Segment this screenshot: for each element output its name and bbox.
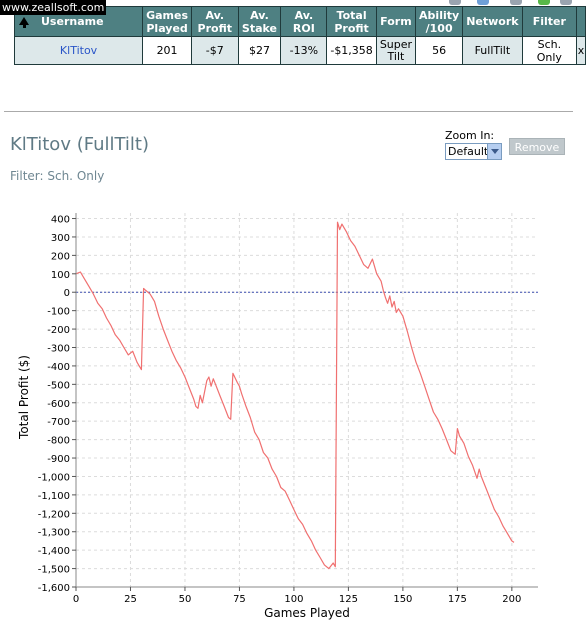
x-tick-label: 75 xyxy=(233,594,246,605)
y-tick-label: -100 xyxy=(47,307,70,318)
header-form[interactable]: Form xyxy=(375,6,417,37)
chart-grid xyxy=(75,213,538,588)
cell-games-played: 201 xyxy=(142,36,193,65)
toolbar-icons xyxy=(0,0,586,6)
y-tick-label: -1,200 xyxy=(38,509,70,520)
x-tick-label: 100 xyxy=(284,594,303,605)
cell-av-stake: $27 xyxy=(237,36,282,65)
cell-ability: 56 xyxy=(415,36,464,65)
series-line xyxy=(75,221,515,570)
zoom-select-value: Default xyxy=(448,145,489,158)
x-axis-label: Games Played xyxy=(264,606,350,620)
x-tick-label: 150 xyxy=(393,594,412,605)
sort-arrow-icon[interactable] xyxy=(19,17,29,28)
remove-row-link[interactable]: x xyxy=(576,36,586,65)
zoom-select[interactable]: Default xyxy=(445,143,502,160)
cell-av-profit: -$7 xyxy=(191,36,239,65)
y-tick-label: -1,500 xyxy=(38,565,70,576)
y-tick-label: -700 xyxy=(47,417,70,428)
y-tick-label: -1,400 xyxy=(38,546,70,557)
stats-table: Username Games Played Av. Profit Av. Stake … xyxy=(13,6,586,65)
y-tick-label: -600 xyxy=(47,399,70,410)
x-tick-label: 0 xyxy=(73,594,79,605)
y-tick-label: -1,600 xyxy=(38,583,70,594)
series-layer xyxy=(75,221,515,570)
y-tick-label: -400 xyxy=(47,362,70,373)
chevron-down-icon[interactable] xyxy=(487,144,501,159)
toolbar-icon[interactable] xyxy=(477,0,489,5)
y-tick-label: -500 xyxy=(47,380,70,391)
header-total-profit[interactable]: Total Profit xyxy=(326,6,377,37)
page-title: KlTitov (FullTilt) xyxy=(10,134,150,155)
x-tick-label: 200 xyxy=(502,594,521,605)
x-tick-label: 125 xyxy=(339,594,358,605)
zoom-label: Zoom In: xyxy=(445,129,495,142)
y-tick-label: 300 xyxy=(51,233,70,244)
header-ability[interactable]: Ability/100 xyxy=(415,6,464,37)
y-tick-label: 0 xyxy=(64,288,70,299)
remove-button[interactable]: Remove xyxy=(509,138,565,155)
profit-chart: 400 300 200 100 0 -100 -200 -300 -400 -500 -600 -70… xyxy=(17,213,538,620)
header-av-stake[interactable]: Av. Stake xyxy=(237,6,282,37)
y-tick-label: -900 xyxy=(47,454,70,465)
username-link[interactable]: KlTitov xyxy=(59,44,98,57)
y-tick-label: -800 xyxy=(47,436,70,447)
y-tick-label: -200 xyxy=(47,325,70,336)
cell-username[interactable]: KlTitov xyxy=(13,36,144,65)
x-tick-label: 25 xyxy=(124,594,137,605)
y-axis-label: Total Profit ($) xyxy=(17,355,31,440)
header-remove xyxy=(576,6,586,37)
table-header-row: Username Games Played Av. Profit Av. Stake … xyxy=(13,6,586,37)
cell-av-roi: -13% xyxy=(280,36,328,65)
table-row: KlTitov 201 -$7 $27 -13% -$1,358 Super Ti… xyxy=(13,36,586,65)
header-av-roi[interactable]: Av. ROI xyxy=(280,6,328,37)
y-tick-label: 400 xyxy=(51,215,70,226)
toolbar-icon[interactable] xyxy=(449,0,461,5)
divider xyxy=(4,111,573,112)
y-tick-label: -1,300 xyxy=(38,528,70,539)
y-tick-label: 100 xyxy=(51,270,70,281)
cell-form[interactable]: Super Tilt xyxy=(375,36,417,65)
cell-total-profit: -$1,358 xyxy=(326,36,377,65)
y-tick-label: -300 xyxy=(47,343,70,354)
header-filter[interactable]: Filter xyxy=(521,6,578,37)
watermark: www.zeallsoft.com xyxy=(0,0,107,15)
cell-filter: Sch. Only xyxy=(521,36,578,65)
toolbar-icon[interactable] xyxy=(538,0,550,5)
y-tick-label: -1,000 xyxy=(38,472,70,483)
x-tick-label: 175 xyxy=(448,594,467,605)
toolbar-icon[interactable] xyxy=(560,0,572,5)
x-tick-label: 50 xyxy=(179,594,192,605)
header-games-played[interactable]: Games Played xyxy=(142,6,193,37)
toolbar-icon[interactable] xyxy=(510,0,522,5)
header-network[interactable]: Network xyxy=(462,6,523,37)
chart-ticks: 400 300 200 100 0 -100 -200 -300 -400 -500 -600 -70… xyxy=(38,215,522,605)
filter-label: Filter: Sch. Only xyxy=(10,169,105,183)
y-tick-label: 200 xyxy=(51,251,70,262)
chart-axes xyxy=(75,213,538,588)
y-tick-label: -1,100 xyxy=(38,491,70,502)
header-av-profit[interactable]: Av. Profit xyxy=(191,6,239,37)
cell-network: FullTilt xyxy=(462,36,523,65)
